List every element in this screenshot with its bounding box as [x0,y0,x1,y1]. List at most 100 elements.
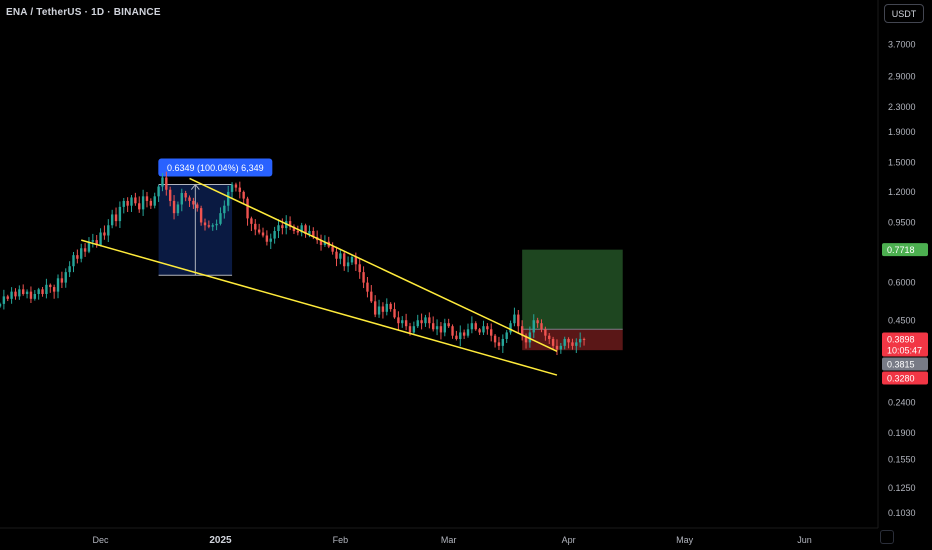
candle [118,201,122,229]
currency-button[interactable]: USDT [884,4,924,23]
candle [14,288,17,300]
candle [493,333,497,348]
candle-body [103,232,106,236]
candle [513,307,516,327]
candle [370,285,373,303]
candle [397,311,400,331]
candle [234,182,238,192]
price-badge-box [882,243,928,257]
time-axis[interactable]: Dec 2025 Feb Mar Apr May Jun [93,535,812,546]
candle [358,258,361,279]
candle [288,216,292,231]
price-tick-label: 2.9000 [888,71,916,81]
candle-body [64,272,67,283]
candle [335,246,338,267]
candle-body [14,291,17,297]
candle-body [126,200,129,206]
candle [451,324,454,339]
candle [265,230,269,246]
symbol-title: ENA / TetherUS · 1D · BINANCE [6,7,161,18]
candle-body [141,196,145,210]
candle [261,227,265,238]
candle [331,242,334,255]
candle [199,205,203,226]
candle-body [474,323,477,330]
candle [385,298,388,316]
candle [230,182,234,199]
candle-body [215,223,218,226]
candle-body [431,323,435,330]
time-tick-label: Apr [562,535,576,545]
candle-body [99,232,102,245]
candle [196,202,199,212]
price-badge-label: 0.3280 [887,374,915,384]
candle-body [404,320,408,327]
candle-body [6,296,9,299]
candle-body [389,303,392,310]
measure-layer: 0.6349 (100.04%) 6,349 [158,158,273,276]
candle [555,339,559,356]
price-tick-label: 0.4500 [888,315,916,325]
candle-body [223,205,226,214]
candle [459,325,462,347]
candle [439,322,443,340]
candle [238,181,242,199]
candle [462,329,466,340]
candle [122,197,125,214]
candle [517,309,520,334]
candle [60,271,64,289]
candle-body [578,338,582,343]
candle [56,274,60,299]
candle [25,289,29,299]
candle-body [83,248,87,252]
candle [269,233,272,250]
candle-body [548,335,551,339]
candle-body [138,203,141,210]
candle-body [308,231,311,234]
candle-body [439,326,443,333]
candle-body [582,338,586,340]
candle-body [304,225,307,234]
price-tick-label: 0.1900 [888,428,916,438]
candle-body [273,231,276,239]
candle [412,321,416,335]
candle-body [373,301,377,315]
candle-body [497,342,501,346]
candle [0,302,2,308]
candle-body [145,196,149,201]
candle-body [165,177,168,190]
candle [323,235,327,247]
candle [103,225,106,240]
candle [315,230,319,244]
price-axis[interactable]: 4.50003.70002.90002.30001.90001.50001.20… [888,14,916,518]
candle-body [242,191,245,199]
candle-body [555,345,559,350]
axis-settings-corner[interactable] [880,530,894,544]
candle [304,223,307,238]
candle-body [80,248,83,259]
candle-body [331,246,334,252]
candle [52,284,56,299]
candle [362,266,365,289]
price-badge: 0.3815 [882,357,928,371]
candle-body [451,326,454,336]
candle [254,219,257,236]
candle [373,295,377,318]
candle-body [60,278,64,283]
candle [188,195,191,207]
candle [145,191,149,208]
candle [72,251,75,273]
candle [281,218,284,235]
candle [157,184,160,202]
candle-body [420,320,423,324]
price-tick-label: 0.2400 [888,398,916,408]
candle [68,261,71,278]
candle [567,337,570,349]
candle-body [52,287,56,292]
candle [2,289,6,310]
candle [180,188,183,212]
candle-body [490,329,493,336]
price-tick-label: 1.2000 [888,187,916,197]
price-badge: 0.3280 [882,371,928,385]
